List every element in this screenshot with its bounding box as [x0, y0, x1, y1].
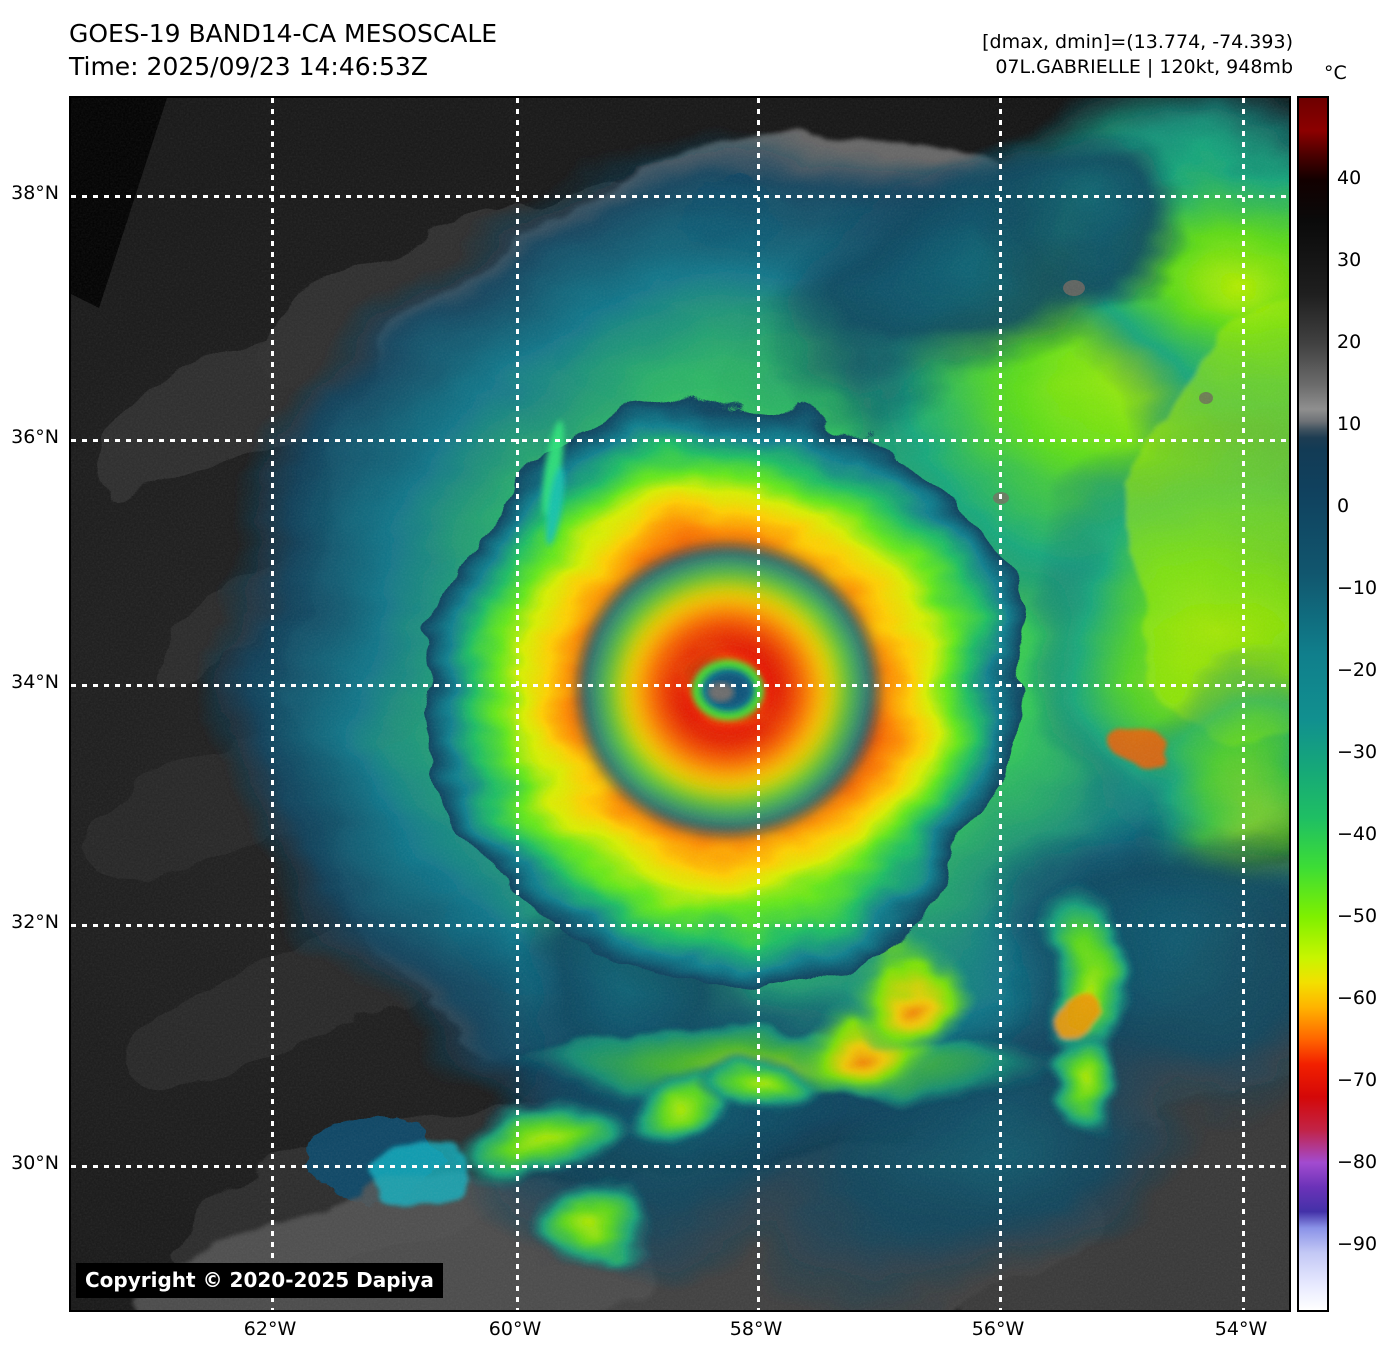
- gridline-lon-62w: [271, 98, 274, 1310]
- lon-tick-56w: 56°W: [971, 1318, 1025, 1340]
- colorbar-tick-m70: −70: [1337, 1069, 1378, 1091]
- satellite-image-canvas: Copyright © 2020-2025 Dapiya: [71, 98, 1289, 1310]
- gridline-lon-58w: [757, 98, 760, 1310]
- gridline-lon-56w: [999, 98, 1002, 1310]
- lon-tick-62w: 62°W: [243, 1318, 297, 1340]
- gridline-lat-36n: [71, 439, 1289, 442]
- colorbar-tick-0: 0: [1337, 495, 1350, 517]
- colorbar-tick-m20: −20: [1337, 659, 1378, 681]
- temperature-colorbar[interactable]: [1297, 96, 1329, 1312]
- colorbar-tick-40: 40: [1337, 167, 1362, 189]
- lat-tick-30n: 30°N: [11, 1152, 59, 1174]
- colorbar-tick-20: 20: [1337, 331, 1362, 353]
- dmax-dmin-readout: [dmax, dmin]=(13.774, -74.393): [982, 31, 1293, 53]
- lon-tick-60w: 60°W: [488, 1318, 542, 1340]
- colorbar-tick-m30: −30: [1337, 741, 1378, 763]
- lat-tick-34n: 34°N: [11, 671, 59, 693]
- page-title: GOES-19 BAND14-CA MESOSCALE: [69, 19, 498, 48]
- title-block: GOES-19 BAND14-CA MESOSCALE Time: 2025/0…: [69, 18, 497, 83]
- gridline-lat-32n: [71, 924, 1289, 927]
- lat-tick-36n: 36°N: [11, 426, 59, 448]
- lon-tick-58w: 58°W: [729, 1318, 783, 1340]
- gridline-lat-38n: [71, 195, 1289, 198]
- lat-tick-32n: 32°N: [11, 911, 59, 933]
- satellite-raster: [71, 98, 1289, 1310]
- colorbar-tick-m40: −40: [1337, 823, 1378, 845]
- gridline-lon-54w: [1242, 98, 1245, 1310]
- colorbar-tick-m10: −10: [1337, 577, 1378, 599]
- gridline-lat-34n: [71, 684, 1289, 687]
- colorbar-tick-m60: −60: [1337, 987, 1378, 1009]
- colorbar-gradient: [1299, 98, 1327, 1310]
- colorbar-unit-label: °C: [1324, 62, 1347, 84]
- colorbar-tick-30: 30: [1337, 249, 1362, 271]
- storm-info-readout: 07L.GABRIELLE | 120kt, 948mb: [995, 56, 1293, 79]
- satellite-image-plot[interactable]: Copyright © 2020-2025 Dapiya: [69, 96, 1291, 1312]
- colorbar-tick-m50: −50: [1337, 905, 1378, 927]
- metadata-block: [dmax, dmin]=(13.774, -74.393) 07L.GABRI…: [982, 30, 1293, 80]
- timestamp-line: Time: 2025/09/23 14:46:53Z: [69, 51, 428, 81]
- colorbar-tick-10: 10: [1337, 413, 1362, 435]
- lon-tick-54w: 54°W: [1214, 1318, 1268, 1340]
- copyright-banner: Copyright © 2020-2025 Dapiya: [76, 1263, 443, 1298]
- gridline-lon-60w: [516, 98, 519, 1310]
- lat-tick-38n: 38°N: [11, 182, 59, 204]
- gridline-lat-30n: [71, 1165, 1289, 1168]
- colorbar-tick-m80: −80: [1337, 1151, 1378, 1173]
- colorbar-tick-m90: −90: [1337, 1233, 1378, 1255]
